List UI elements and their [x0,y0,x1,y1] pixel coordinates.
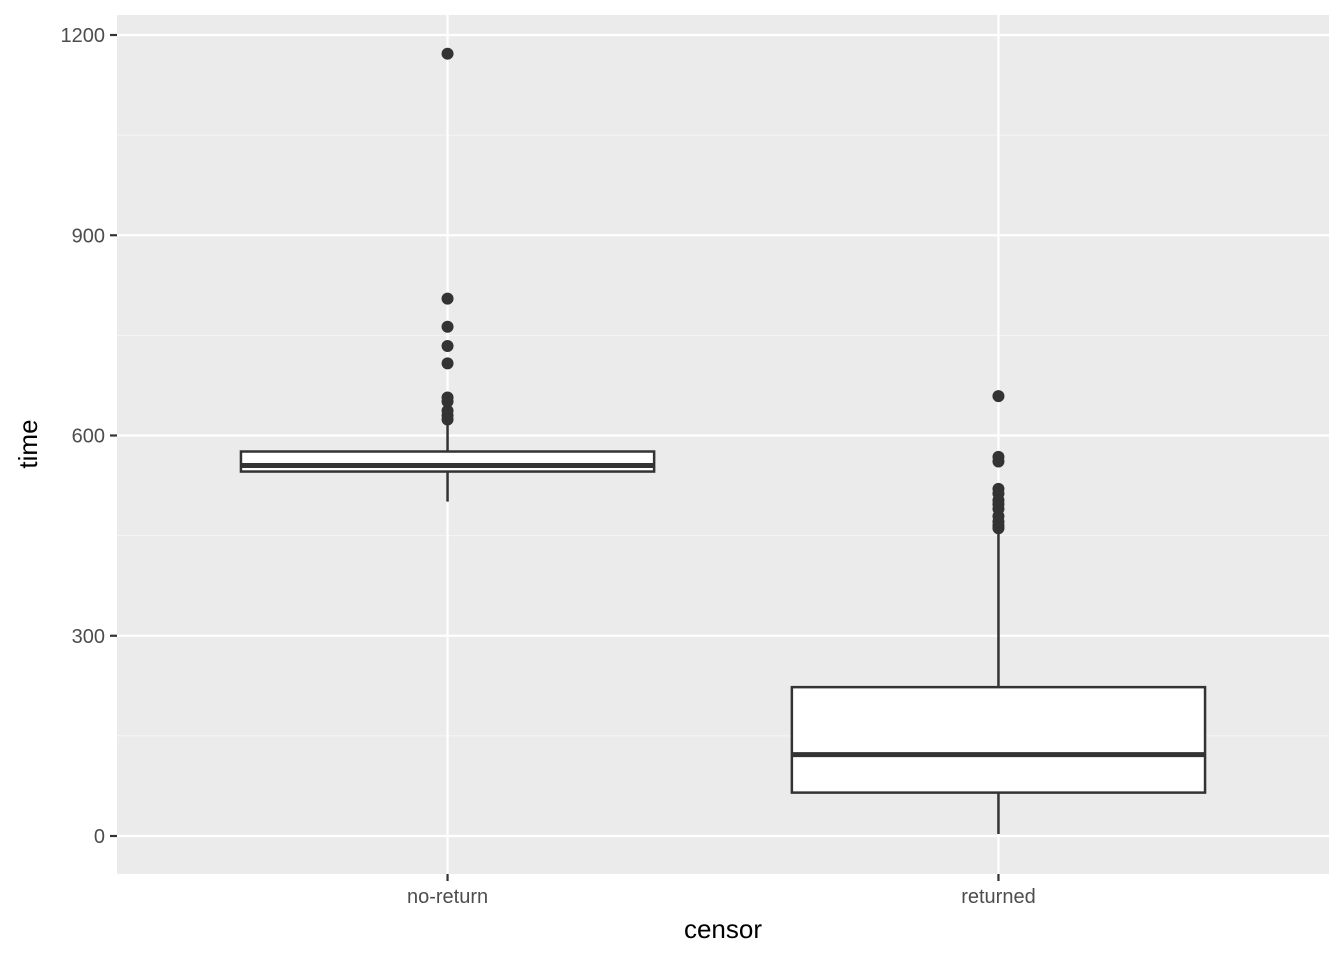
box-returned [790,390,1207,834]
y-tick-label: 1200 [61,25,106,47]
outlier-point [441,340,454,353]
box-no-return [239,47,656,502]
y-axis-title: time [13,419,43,468]
outlier-point [441,404,454,417]
y-tick-label: 300 [72,626,105,648]
boxes-layer [239,47,1207,834]
outlier-point [441,320,454,333]
y-tick-label: 600 [72,426,105,448]
box-iqr [239,450,656,473]
outlier-point [992,482,1005,495]
outlier-point [441,391,454,404]
x-axis-title: censor [684,914,762,944]
outlier-point [441,292,454,305]
outlier-point [441,357,454,370]
x-tick-label: no-return [407,886,488,908]
y-tick-label: 0 [94,826,105,848]
outlier-point [441,47,454,60]
x-axis: no-return returned [407,874,1036,908]
y-tick-label: 900 [72,225,105,247]
y-axis: 0 300 600 900 1200 [61,25,117,848]
box-iqr [790,685,1207,794]
outlier-point [992,450,1005,463]
x-tick-label: returned [961,886,1036,908]
outlier-point [992,390,1005,403]
